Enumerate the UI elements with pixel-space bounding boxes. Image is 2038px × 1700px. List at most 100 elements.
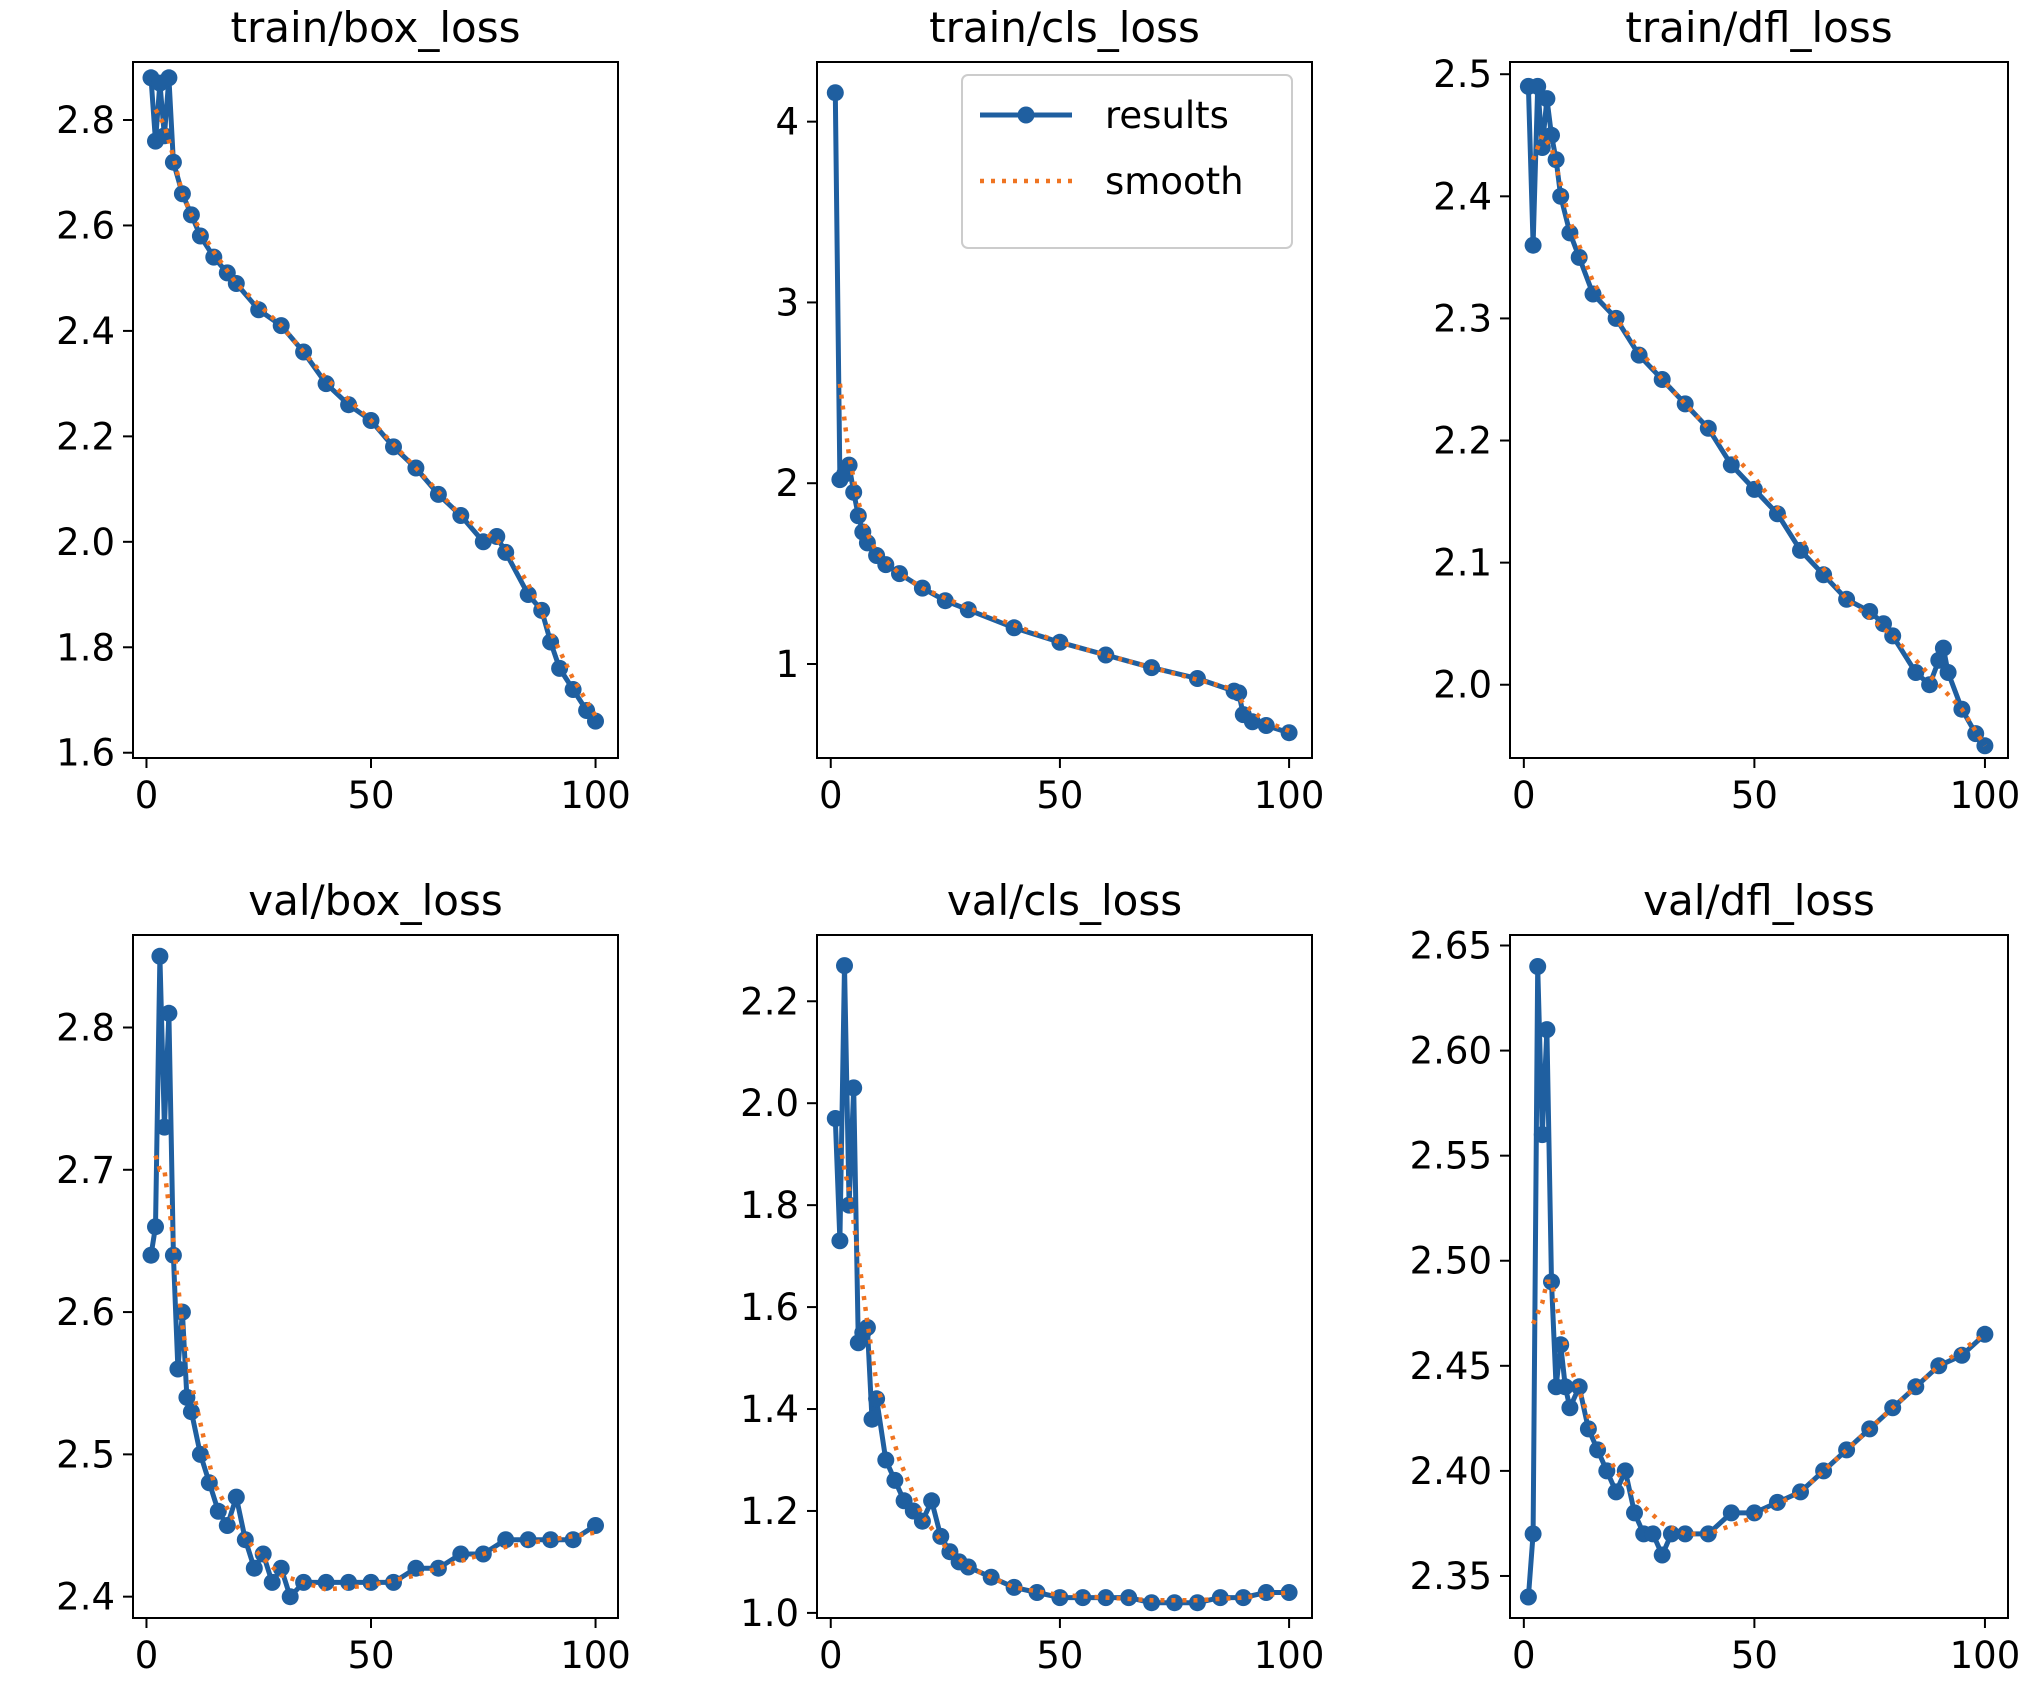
results-data-point [1626,1504,1643,1522]
smooth-series-line [837,383,1290,733]
results-data-point [1533,1126,1551,1144]
results-data-point [340,1573,358,1591]
results-data-point [840,456,858,474]
y-tick-label: 2.4 [56,1576,115,1619]
results-data-point [1584,285,1602,303]
y-tick-label: 2.8 [56,1006,115,1049]
results-data-point [1607,1483,1625,1501]
axes-frame [1509,61,2009,759]
y-tick-label: 1.6 [740,1286,799,1329]
results-data-point [1570,248,1588,266]
y-tick-label: 2.0 [56,521,115,564]
x-tick-label: 100 [1254,1634,1325,1677]
results-data-point [1547,151,1565,169]
results-data-point [429,1559,447,1577]
results-data-point [1143,1594,1161,1612]
results-data-point [1722,456,1740,474]
results-data-point [1051,1589,1069,1607]
y-tick-label: 2.40 [1410,1450,1492,1493]
results-data-point [551,659,569,677]
y-tick-label: 2.1 [1433,542,1492,585]
results-data-point [1188,1594,1206,1612]
results-data-point [1519,1588,1537,1606]
results-data-point [831,1232,849,1250]
results-data-point [1653,371,1671,388]
results-data-point [1653,1546,1671,1564]
results-data-point [1921,676,1939,694]
results-data-point [587,712,604,730]
panel-title: train/dfl_loss [1625,3,1892,52]
legend-results-marker [1017,106,1035,124]
y-tick-label: 3 [775,281,799,324]
results-data-point [858,1319,876,1336]
results-data-point [385,1573,402,1591]
results-data-point [178,1388,196,1406]
x-tick-label: 50 [347,774,394,817]
results-data-point [1579,1420,1597,1438]
y-tick-label: 1.4 [740,1388,799,1431]
panel-title: train/box_loss [231,3,521,52]
results-data-point [1953,1346,1971,1364]
results-data-point [151,947,169,965]
x-tick-label: 100 [1950,1634,2021,1677]
results-data-point [1745,1504,1763,1522]
results-data-point [1699,1525,1717,1543]
x-tick-label: 0 [819,1634,843,1677]
y-tick-label: 2.4 [1433,175,1492,218]
subplot-2: train/cls_loss 0 50 100 1 2 3 4 [775,3,1324,817]
results-data-point [1745,480,1763,498]
results-data-point [1524,236,1542,254]
results-data-point [160,69,178,87]
results-data-point [877,556,895,574]
axes-frame [132,934,619,1619]
results-data-point [519,586,537,603]
y-tick-label: 1.8 [740,1184,799,1227]
smooth-series-line [153,1154,596,1592]
y-tick-label: 2.8 [56,99,115,142]
panel-title: val/cls_loss [947,876,1182,925]
y-tick-label: 2.2 [740,980,799,1023]
results-data-point [254,1545,272,1563]
subplot-6: val/dfl_loss 0 50 100 2.35 2.40 2.45 2.50 2.55 2.… [1410,876,2021,1677]
results-data-point [209,1502,227,1520]
results-data-point [497,1531,515,1549]
results-data-point [542,633,560,651]
results-data-point [497,543,515,561]
smooth-series-line [1530,130,1987,747]
subplot-5: val/cls_loss 0 50 100 1.0 1.2 1.4 1.6 1.8 2.0 2.2 [740,876,1324,1677]
results-data-point [488,528,506,545]
x-tick-label: 50 [1036,774,1083,817]
x-tick-label: 50 [1731,774,1778,817]
results-data-point [863,1410,881,1428]
results-data-point [317,1573,335,1591]
results-data-point [1884,627,1902,645]
y-tick-label: 2.6 [56,1291,115,1334]
y-tick-label: 2.0 [740,1082,799,1125]
y-tick-label: 2.35 [1410,1555,1492,1598]
y-tick-label: 2 [775,462,799,505]
results-data-point [1939,664,1957,681]
y-tick-label: 2.45 [1410,1345,1492,1388]
x-tick-label: 0 [135,1634,159,1677]
results-data-point [826,1110,844,1127]
results-data-point [1538,1021,1556,1039]
results-data-point [1051,633,1069,651]
results-data-point [564,681,582,698]
y-tick-label: 2.4 [56,310,115,353]
results-data-point [169,1360,187,1378]
results-data-point [164,1246,182,1264]
results-data-point [1543,1273,1560,1291]
results-data-point [191,1445,209,1463]
results-data-point [227,275,245,292]
results-data-point [836,957,853,975]
y-tick-label: 1.8 [56,626,115,669]
results-data-point [1907,1378,1925,1396]
results-data-point [1768,505,1786,523]
results-data-point [1552,187,1570,205]
y-tick-label: 2.0 [1433,664,1492,707]
y-tick-label: 2.2 [1433,420,1492,463]
y-tick-label: 1.6 [56,732,115,775]
panel-title: val/dfl_loss [1643,876,1875,925]
